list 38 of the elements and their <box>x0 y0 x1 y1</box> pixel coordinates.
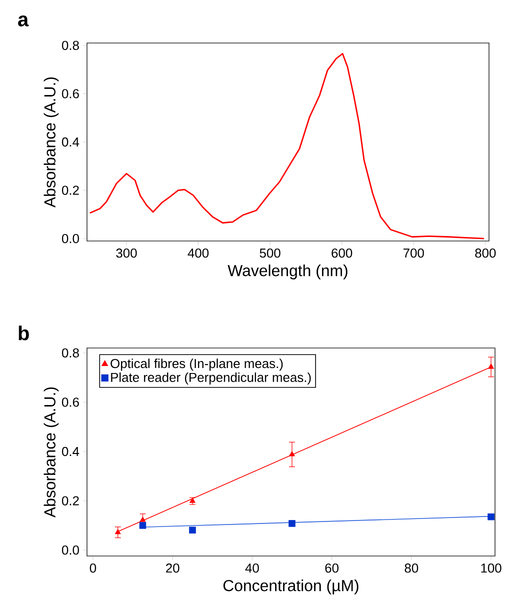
x-tick-label: 40 <box>245 564 259 573</box>
x-tick-label: 80 <box>404 564 418 573</box>
x-tick-label: 300 <box>116 248 137 258</box>
y-tick-label: 0.2 <box>62 496 79 506</box>
legend-label: Optical fibres (In-plane meas.) <box>110 358 283 371</box>
point <box>140 516 146 522</box>
x-tick-label: 400 <box>188 248 208 258</box>
point <box>189 498 196 503</box>
y-tick-label: 0.8 <box>62 348 79 358</box>
x-axis-title: Wavelength (nm) <box>228 264 348 280</box>
x-tick-label: 20 <box>166 564 180 573</box>
x-tick-label: 700 <box>403 248 424 258</box>
x-axis-title: Concentration (µM) <box>223 580 358 594</box>
point <box>288 451 295 456</box>
y-tick-label: 0.0 <box>62 234 79 244</box>
legend-label: Plate reader (Perpendicular meas.) <box>111 372 311 385</box>
y-tick-label: 0.4 <box>62 446 80 456</box>
y-tick-label: 0.6 <box>62 89 79 98</box>
point <box>488 364 494 369</box>
y-tick-label: 0.0 <box>62 545 79 555</box>
y-tick-label: 0.4 <box>62 137 80 147</box>
y-axis-title: Absorbance (A.U.) <box>44 387 59 518</box>
x-tick-label: 600 <box>332 248 352 258</box>
y-axis-title: Absorbance (A.U.) <box>44 77 59 208</box>
point <box>139 522 146 529</box>
point <box>488 513 494 520</box>
point <box>288 520 296 527</box>
y-tick-label: 0.6 <box>62 398 79 407</box>
point <box>189 526 196 534</box>
text: b <box>18 326 29 340</box>
x-tick-label: 60 <box>325 564 338 573</box>
x-tick-label: 100 <box>481 564 502 573</box>
text: a <box>18 16 29 26</box>
y-tick-label: 0.2 <box>62 186 79 195</box>
x-tick-label: 800 <box>475 248 496 258</box>
y-tick-label: 0.8 <box>62 40 79 50</box>
x-tick-label: 500 <box>260 248 280 258</box>
x-tick-label: 0 <box>90 564 96 573</box>
